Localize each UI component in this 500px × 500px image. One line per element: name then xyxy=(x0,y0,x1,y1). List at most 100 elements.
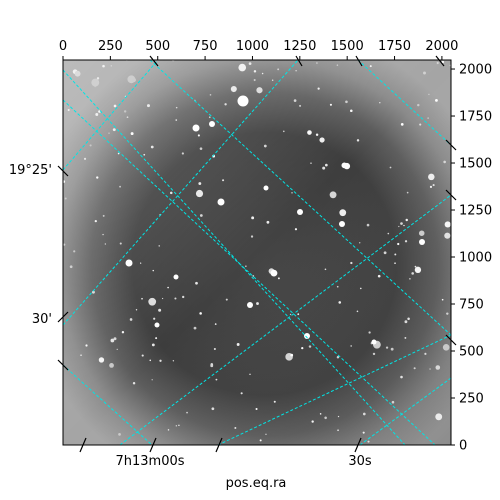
star xyxy=(210,364,214,368)
star xyxy=(143,153,146,156)
bright-star xyxy=(154,322,160,328)
world-tick-mark xyxy=(57,165,69,177)
top-tick-label: 1000 xyxy=(236,39,269,54)
star xyxy=(155,337,158,340)
star xyxy=(336,356,340,359)
star xyxy=(341,162,348,169)
dec-tick-label-0: 19°25' xyxy=(9,163,52,178)
star xyxy=(368,331,371,334)
star xyxy=(359,287,362,290)
star xyxy=(383,251,387,255)
star xyxy=(389,166,392,169)
star xyxy=(102,233,104,236)
top-tick-label: 0 xyxy=(59,39,67,54)
star xyxy=(123,110,127,113)
top-tick-label: 1250 xyxy=(283,39,316,54)
star xyxy=(149,359,152,362)
star xyxy=(325,163,328,167)
star xyxy=(404,336,407,339)
star xyxy=(132,382,136,385)
star xyxy=(140,262,142,264)
image-plot-area xyxy=(62,59,452,446)
star xyxy=(277,68,280,71)
star xyxy=(209,94,212,96)
coordinate-grid xyxy=(63,60,451,445)
star xyxy=(259,439,262,442)
star xyxy=(337,415,340,418)
right-tick-label: 250 xyxy=(459,392,484,407)
star xyxy=(400,123,404,126)
star xyxy=(324,416,327,420)
star xyxy=(406,191,409,194)
ra-grid-line xyxy=(357,60,451,146)
star xyxy=(405,218,408,222)
star xyxy=(175,106,178,109)
star xyxy=(94,220,97,223)
star xyxy=(417,103,420,107)
star xyxy=(148,297,157,306)
world-tick-mark xyxy=(57,311,69,323)
star xyxy=(315,133,319,136)
star xyxy=(329,191,337,199)
star xyxy=(366,223,370,227)
star xyxy=(172,360,175,362)
bright-star xyxy=(247,302,253,308)
star xyxy=(116,348,118,351)
star xyxy=(129,318,133,321)
star xyxy=(317,87,320,90)
star xyxy=(432,184,435,187)
bright-star xyxy=(297,209,303,215)
star xyxy=(211,407,215,411)
star xyxy=(397,242,400,246)
star xyxy=(199,147,203,150)
star xyxy=(110,338,115,343)
star xyxy=(117,152,120,155)
star xyxy=(167,429,170,431)
star xyxy=(441,60,445,64)
star xyxy=(441,298,444,301)
star xyxy=(240,392,243,395)
star xyxy=(336,64,339,66)
star xyxy=(175,119,178,121)
star xyxy=(443,160,446,164)
star xyxy=(414,266,422,274)
star xyxy=(80,354,82,357)
star xyxy=(225,298,228,301)
star xyxy=(329,103,332,106)
top-pixel-axis: 0 250 500 750 1000 1250 1500 1750 2000 xyxy=(59,39,458,60)
star xyxy=(169,191,173,195)
star xyxy=(91,78,100,87)
star xyxy=(310,162,312,164)
world-tick-mark xyxy=(149,55,159,67)
top-tick-label: 1500 xyxy=(331,39,364,54)
bright-star xyxy=(419,239,425,245)
star xyxy=(175,425,178,427)
star xyxy=(215,378,218,381)
star xyxy=(435,365,441,370)
star xyxy=(407,317,410,320)
star xyxy=(273,400,276,403)
dec-grid-line xyxy=(119,194,451,445)
ra-tick-label-0: 7h13m00s xyxy=(115,454,184,469)
star xyxy=(74,70,81,77)
top-tick-label: 2000 xyxy=(425,39,458,54)
star xyxy=(367,440,370,443)
star-field xyxy=(63,60,451,443)
right-tick-label: 2000 xyxy=(459,63,492,78)
star xyxy=(428,173,435,181)
top-tick-label: 250 xyxy=(98,39,123,54)
star xyxy=(394,262,396,264)
star xyxy=(390,347,394,351)
star xyxy=(135,309,138,311)
star xyxy=(435,413,443,421)
star xyxy=(283,130,285,133)
star xyxy=(113,104,117,108)
star xyxy=(350,345,352,347)
star xyxy=(195,189,204,198)
star xyxy=(404,240,408,243)
star xyxy=(339,209,347,217)
star xyxy=(96,176,99,179)
star xyxy=(98,357,105,363)
star xyxy=(424,352,427,355)
top-tick-label: 500 xyxy=(145,39,170,54)
